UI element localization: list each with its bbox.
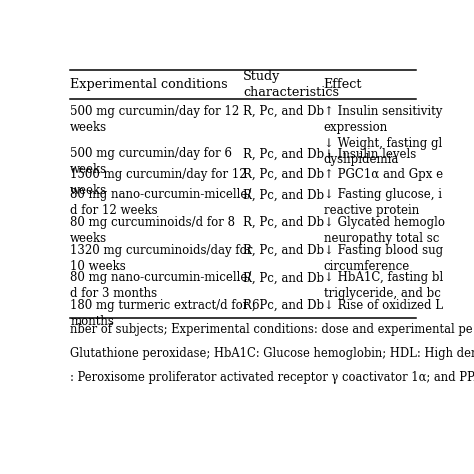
Text: 500 mg curcumin/day for 6
weeks: 500 mg curcumin/day for 6 weeks (70, 147, 232, 176)
Text: 1500 mg curcumin/day for 12
weeks: 1500 mg curcumin/day for 12 weeks (70, 168, 247, 197)
Text: nber of subjects; Experimental conditions: dose and experimental pe: nber of subjects; Experimental condition… (70, 323, 473, 337)
Text: 180 mg turmeric extract/d for 6
months: 180 mg turmeric extract/d for 6 months (70, 299, 260, 328)
Text: R, Pc, and Db: R, Pc, and Db (243, 168, 324, 181)
Text: ↓ Fasting glucose, i
reactive protein: ↓ Fasting glucose, i reactive protein (324, 188, 442, 217)
Text: 80 mg nano-curcumin-micelle/
d for 12 weeks: 80 mg nano-curcumin-micelle/ d for 12 we… (70, 188, 252, 217)
Text: Effect: Effect (324, 78, 362, 91)
Text: Experimental conditions: Experimental conditions (70, 78, 228, 91)
Text: R, Pc, and Db: R, Pc, and Db (243, 216, 324, 229)
Text: : Peroxisome proliferator activated receptor γ coactivator 1α; and PPA: : Peroxisome proliferator activated rece… (70, 371, 474, 384)
Text: 80 mg curcuminoids/d for 8
weeks: 80 mg curcuminoids/d for 8 weeks (70, 216, 235, 245)
Text: ↓ Insulin levels: ↓ Insulin levels (324, 147, 416, 160)
Text: Glutathione peroxidase; HbA1C: Glucose hemoglobin; HDL: High dens: Glutathione peroxidase; HbA1C: Glucose h… (70, 347, 474, 360)
Text: ↓ Fasting blood sug
circumference: ↓ Fasting blood sug circumference (324, 244, 443, 273)
Text: 1320 mg curcuminoids/day for
10 weeks: 1320 mg curcuminoids/day for 10 weeks (70, 244, 253, 273)
Text: R, Pc, and Db: R, Pc, and Db (243, 299, 324, 312)
Text: ↑ PGC1α and Gpx e: ↑ PGC1α and Gpx e (324, 168, 443, 181)
Text: R, Pc, and Db: R, Pc, and Db (243, 105, 324, 118)
Text: R, Pc, and Db: R, Pc, and Db (243, 188, 324, 201)
Text: Study
characteristics: Study characteristics (243, 70, 339, 99)
Text: 80 mg nano-curcumin-micelle/
d for 3 months: 80 mg nano-curcumin-micelle/ d for 3 mon… (70, 272, 252, 301)
Text: ↑ Insulin sensitivity
expression
↓ Weight, fasting gl
dyslipidemia: ↑ Insulin sensitivity expression ↓ Weigh… (324, 105, 442, 166)
Text: R, Pc, and Db: R, Pc, and Db (243, 272, 324, 284)
Text: ↓ Rise of oxidized L: ↓ Rise of oxidized L (324, 299, 443, 312)
Text: ↓ HbA1C, fasting bl
triglyceride, and bc: ↓ HbA1C, fasting bl triglyceride, and bc (324, 272, 443, 301)
Text: R, Pc, and Db: R, Pc, and Db (243, 147, 324, 160)
Text: R, Pc, and Db: R, Pc, and Db (243, 244, 324, 257)
Text: 500 mg curcumin/day for 12
weeks: 500 mg curcumin/day for 12 weeks (70, 105, 239, 134)
Text: ↓ Glycated hemoglo
neuropathy total sc: ↓ Glycated hemoglo neuropathy total sc (324, 216, 445, 245)
